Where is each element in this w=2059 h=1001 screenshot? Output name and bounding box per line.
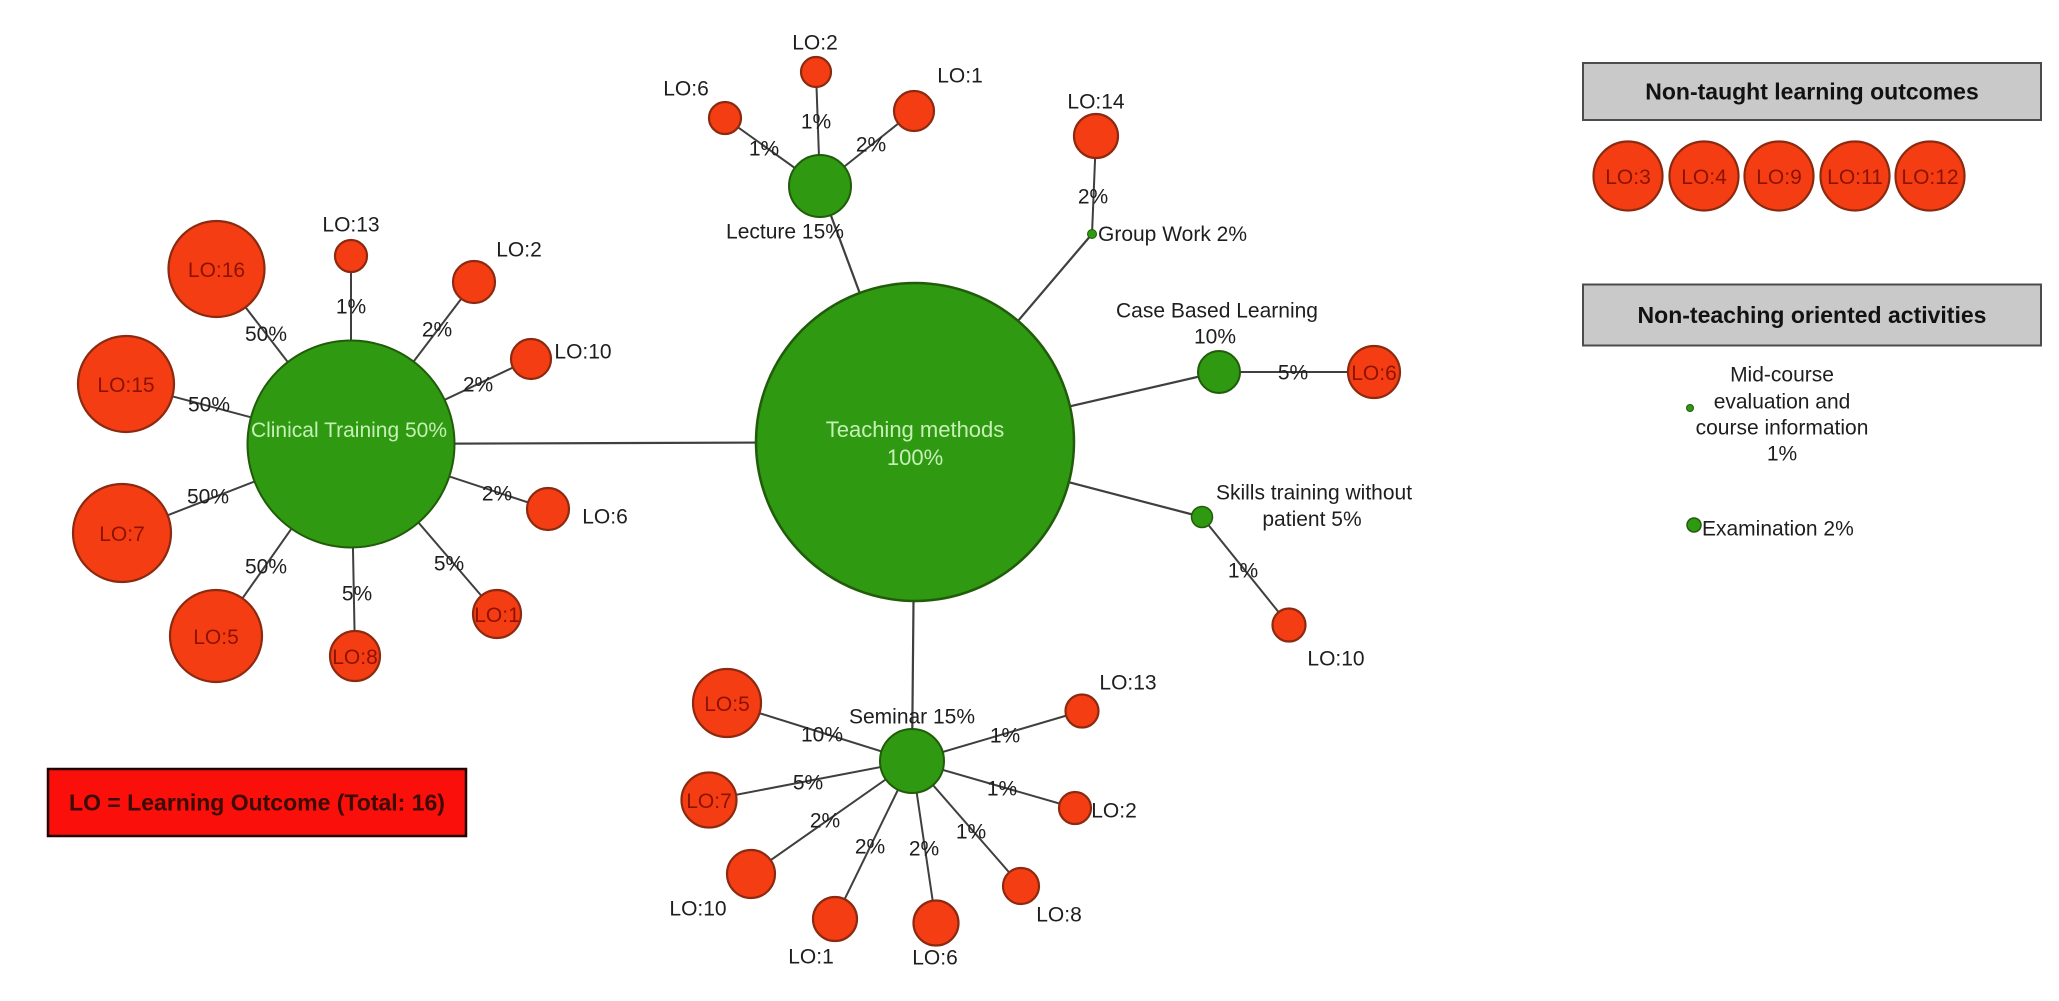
svg-text:50%: 50%	[187, 486, 229, 509]
svg-text:LO:16: LO:16	[188, 259, 245, 282]
svg-text:Clinical Training 50%: Clinical Training 50%	[251, 419, 447, 442]
svg-text:50%: 50%	[245, 556, 287, 579]
svg-text:10%: 10%	[1194, 326, 1236, 349]
svg-text:1%: 1%	[987, 778, 1017, 801]
svg-text:2%: 2%	[482, 483, 512, 506]
svg-text:10%: 10%	[801, 724, 843, 747]
svg-text:Non-taught learning outcomes: Non-taught learning outcomes	[1645, 79, 1979, 105]
svg-text:LO:6: LO:6	[1351, 362, 1397, 385]
svg-text:1%: 1%	[990, 725, 1020, 748]
svg-text:1%: 1%	[1228, 560, 1258, 583]
svg-text:5%: 5%	[1278, 362, 1308, 385]
svg-text:LO:13: LO:13	[1099, 672, 1156, 695]
svg-text:LO = Learning Outcome (Total:: LO = Learning Outcome (Total: 16)	[69, 790, 445, 816]
svg-text:patient 5%: patient 5%	[1262, 508, 1361, 531]
svg-text:LO:2: LO:2	[792, 32, 838, 55]
svg-text:Examination 2%: Examination 2%	[1702, 518, 1854, 541]
svg-text:5%: 5%	[793, 772, 823, 795]
svg-text:2%: 2%	[422, 319, 452, 342]
svg-text:LO:8: LO:8	[1036, 904, 1082, 927]
svg-text:50%: 50%	[188, 394, 230, 417]
svg-text:LO:10: LO:10	[669, 898, 726, 921]
svg-text:1%: 1%	[801, 111, 831, 134]
svg-text:LO:3: LO:3	[1605, 166, 1651, 189]
svg-text:2%: 2%	[855, 836, 885, 859]
svg-text:Group Work 2%: Group Work 2%	[1098, 223, 1247, 246]
svg-text:2%: 2%	[810, 810, 840, 833]
svg-text:LO:1: LO:1	[474, 604, 520, 627]
svg-text:LO:6: LO:6	[912, 947, 958, 970]
svg-text:LO:2: LO:2	[496, 239, 542, 262]
svg-text:Lecture 15%: Lecture 15%	[726, 221, 844, 244]
svg-text:2%: 2%	[463, 374, 493, 397]
svg-text:1%: 1%	[956, 821, 986, 844]
svg-text:1%: 1%	[749, 138, 779, 161]
svg-text:Case Based Learning: Case Based Learning	[1116, 300, 1318, 323]
svg-text:LO:7: LO:7	[686, 790, 732, 813]
svg-text:evaluation and: evaluation and	[1714, 391, 1851, 414]
svg-text:2%: 2%	[1078, 186, 1108, 209]
svg-text:50%: 50%	[245, 323, 287, 346]
svg-text:100%: 100%	[887, 445, 943, 470]
svg-text:LO:10: LO:10	[554, 341, 611, 364]
svg-text:Seminar 15%: Seminar 15%	[849, 706, 975, 729]
svg-text:LO:11: LO:11	[1827, 166, 1883, 189]
svg-text:LO:13: LO:13	[322, 214, 379, 237]
svg-text:5%: 5%	[434, 553, 464, 576]
svg-text:LO:15: LO:15	[97, 374, 154, 397]
svg-text:LO:1: LO:1	[788, 946, 834, 969]
svg-text:Mid-course: Mid-course	[1730, 364, 1834, 387]
svg-text:course information: course information	[1696, 417, 1869, 440]
svg-text:LO:6: LO:6	[663, 78, 709, 101]
svg-text:LO:4: LO:4	[1681, 166, 1727, 189]
svg-text:LO:10: LO:10	[1307, 648, 1364, 671]
svg-text:2%: 2%	[909, 838, 939, 861]
svg-text:2%: 2%	[856, 134, 886, 157]
svg-text:5%: 5%	[342, 583, 372, 606]
svg-text:LO:2: LO:2	[1091, 800, 1137, 823]
svg-text:Non-teaching oriented activiti: Non-teaching oriented activities	[1638, 302, 1987, 328]
svg-text:LO:1: LO:1	[937, 65, 983, 88]
svg-text:Skills training without: Skills training without	[1216, 482, 1412, 505]
svg-text:LO:14: LO:14	[1067, 91, 1125, 114]
svg-text:LO:8: LO:8	[332, 646, 378, 669]
svg-text:LO:9: LO:9	[1756, 166, 1802, 189]
svg-text:LO:5: LO:5	[193, 626, 239, 649]
svg-text:LO:7: LO:7	[99, 523, 145, 546]
svg-text:LO:12: LO:12	[1901, 166, 1958, 189]
svg-text:1%: 1%	[1767, 443, 1797, 466]
svg-text:LO:6: LO:6	[582, 506, 628, 529]
svg-text:Teaching methods: Teaching methods	[826, 417, 1005, 442]
svg-text:LO:5: LO:5	[704, 693, 750, 716]
svg-text:1%: 1%	[336, 296, 366, 319]
